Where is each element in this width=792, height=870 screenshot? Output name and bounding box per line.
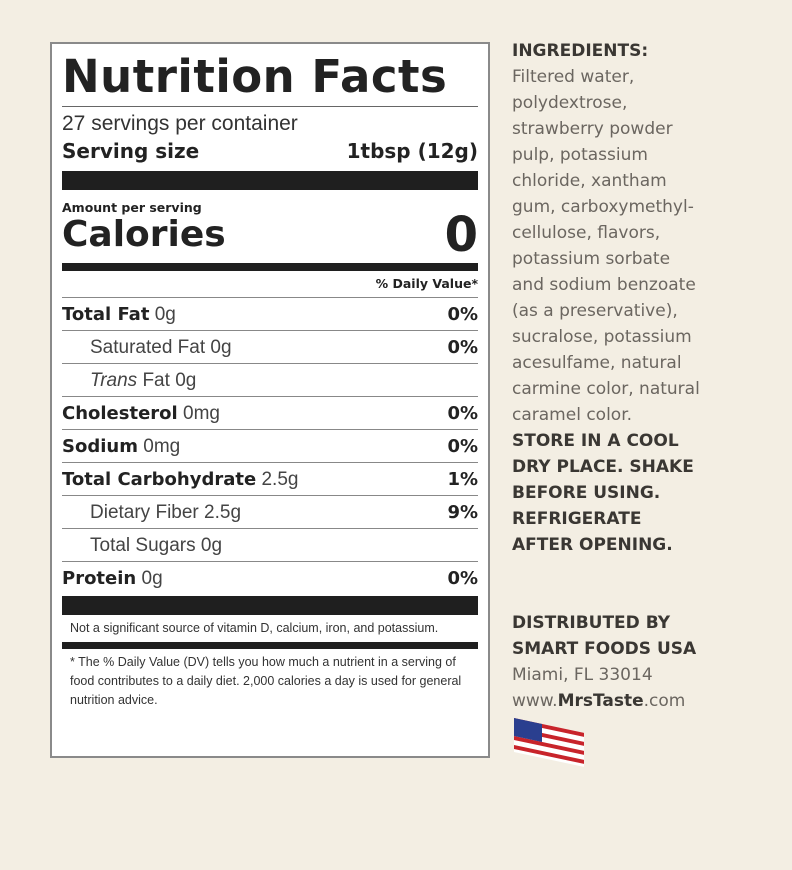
divider (62, 106, 478, 107)
nutrient-amount: 2.5g (204, 502, 242, 523)
distributor: DISTRIBUTED BY SMART FOODS USA (512, 610, 782, 662)
medium-divider (62, 263, 478, 271)
serving-size-label: Serving size (62, 139, 200, 163)
nutrient-row: Saturated Fat 0g 0% (62, 330, 478, 363)
text-line: chloride, xantham (512, 171, 667, 191)
nutrient-row: Total Fat 0g 0% (62, 297, 478, 330)
text-line: polydextrose, (512, 93, 628, 113)
text-line: STORE IN A COOL (512, 431, 679, 451)
nutrient-rows: Total Fat 0g 0% Saturated Fat 0g 0% Trans Fa… (62, 297, 478, 594)
nutrient-name: Sodium 0mg (62, 436, 181, 457)
ingredients-panel: INGREDIENTS: Filtered water, polydextrose… (512, 38, 782, 714)
nutrient-row: Trans Fat 0g (62, 363, 478, 396)
thick-divider (62, 596, 478, 615)
text-line: SMART FOODS USA (512, 639, 697, 659)
website: www.MrsTaste.com (512, 691, 686, 711)
calories-label: Calories (62, 214, 226, 255)
text-line: potassium sorbate (512, 249, 671, 269)
text-line: caramel color. (512, 405, 633, 425)
daily-value-note: * The % Daily Value (DV) tells you how m… (70, 655, 462, 707)
nutrient-dv: 0% (447, 568, 478, 589)
medium-divider (62, 642, 478, 649)
nutrient-amount: 0g (154, 304, 176, 325)
us-flag-icon (514, 718, 584, 767)
distributor-address: Miami, FL 33014 (512, 665, 653, 685)
text-line: Filtered water, (512, 67, 635, 87)
serving-size: Serving size 1tbsp (12g) (62, 137, 478, 165)
text-line: strawberry powder (512, 119, 673, 139)
nutrient-amount: 0mg (143, 436, 181, 457)
nutrient-amount: 0mg (183, 403, 220, 424)
nutrient-dv: 1% (447, 469, 478, 490)
nutrient-row: Sodium 0mg 0% (62, 429, 478, 462)
thick-divider (62, 171, 478, 190)
nutrient-dv: 0% (447, 304, 478, 325)
nutrient-amount: 0g (200, 535, 223, 556)
text-line: AFTER OPENING. (512, 535, 673, 555)
nutrient-name: Total Sugars 0g (90, 535, 223, 556)
ingredients-text: Filtered water, polydextrose, strawberry p… (512, 64, 782, 428)
nutrient-name: Cholesterol 0mg (62, 403, 220, 424)
text-line: sucralose, potassium (512, 327, 692, 347)
serving-size-value: 1tbsp (12g) (346, 139, 478, 163)
nutrient-dv: 0% (447, 337, 478, 358)
storage-instructions: STORE IN A COOL DRY PLACE. SHAKE BEFORE US… (512, 428, 782, 558)
calories-row: Calories 0 (62, 207, 478, 263)
nutrition-facts-label: Nutrition Facts 27 servings per containe… (50, 42, 490, 758)
text-line: cellulose, flavors, (512, 223, 661, 243)
vitamin-note: Not a significant source of vitamin D, c… (70, 621, 439, 635)
amount-per-serving: Amount per serving (62, 200, 202, 215)
text-line: acesulfame, natural (512, 353, 682, 373)
nutrient-name: Total Fat 0g (62, 304, 176, 325)
nutrient-amount: 2.5g (261, 469, 299, 490)
nutrient-name: Trans Fat 0g (90, 370, 197, 391)
nutrient-row: Total Carbohydrate 2.5g 1% (62, 462, 478, 495)
label-title: Nutrition Facts (62, 50, 448, 103)
nutrient-dv: 0% (447, 403, 478, 424)
text-line: and sodium benzoate (512, 275, 696, 295)
nutrient-amount: 0g (175, 370, 197, 391)
text-line: DRY PLACE. SHAKE (512, 457, 694, 477)
nutrient-row: Protein 0g 0% (62, 561, 478, 594)
nutrient-name: Dietary Fiber 2.5g (90, 502, 242, 523)
servings-per-container: 27 servings per container (62, 112, 298, 135)
nutrient-amount: 0g (141, 568, 163, 589)
calories-value: 0 (444, 207, 478, 263)
nutrient-dv: 9% (447, 502, 478, 523)
nutrient-row: Cholesterol 0mg 0% (62, 396, 478, 429)
text-line: gum, carboxymethyl- (512, 197, 694, 217)
nutrient-name: Total Carbohydrate 2.5g (62, 469, 299, 490)
nutrient-row: Dietary Fiber 2.5g 9% (62, 495, 478, 528)
nutrient-name: Saturated Fat 0g (90, 337, 232, 358)
text-line: BEFORE USING. (512, 483, 661, 503)
nutrient-amount: 0g (210, 337, 232, 358)
daily-value-header: % Daily Value* (375, 276, 478, 291)
nutrient-dv: 0% (447, 436, 478, 457)
text-line: pulp, potassium (512, 145, 648, 165)
nutrient-name: Protein 0g (62, 568, 163, 589)
text-line: carmine color, natural (512, 379, 700, 399)
text-line: DISTRIBUTED BY (512, 613, 671, 633)
nutrient-row: Total Sugars 0g (62, 528, 478, 561)
text-line: REFRIGERATE (512, 509, 642, 529)
ingredients-heading: INGREDIENTS: (512, 41, 649, 61)
text-line: (as a preservative), (512, 301, 678, 321)
